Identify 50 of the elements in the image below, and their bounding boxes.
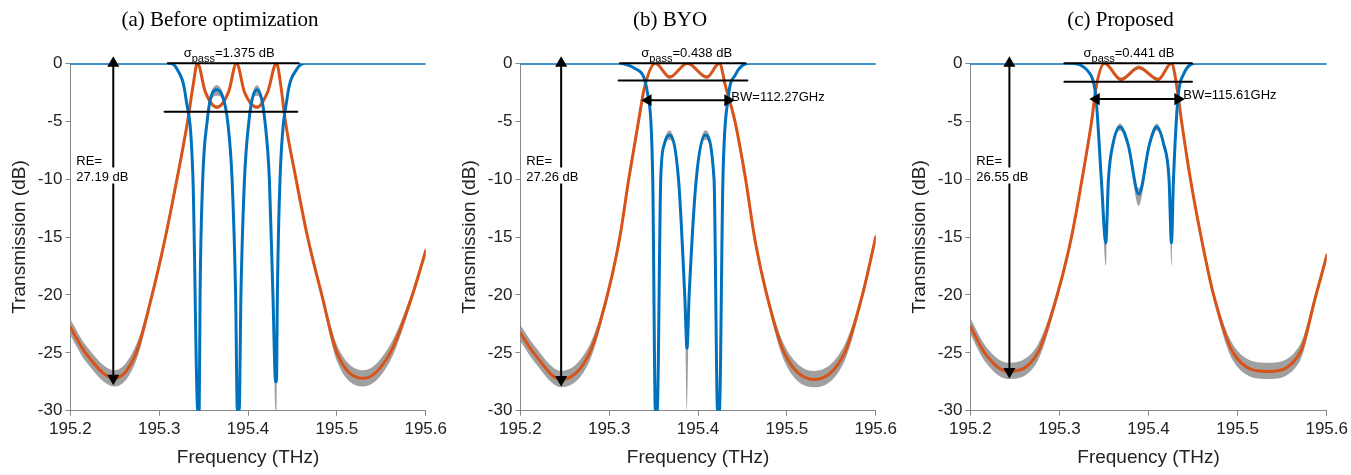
x-tick-label: 195.4: [226, 418, 270, 438]
x-tick-label: 195.6: [854, 418, 897, 438]
y-tick-label: -30: [37, 400, 63, 420]
x-tick-label: 195.2: [949, 418, 992, 438]
x-tick-label: 195.5: [1216, 418, 1259, 438]
y-tick-label: 0: [952, 52, 963, 72]
chart-title: (a) Before optimization: [121, 7, 320, 32]
x-tick-label: 195.3: [1038, 418, 1081, 438]
y-tick-label: -20: [487, 284, 513, 304]
x-tick-label: 195.2: [49, 418, 92, 438]
annotation: RE= 27.26 dB: [526, 152, 579, 184]
y-tick-label: -15: [937, 226, 963, 246]
y-tick-label: 0: [52, 52, 63, 72]
y-tick-label: -30: [487, 400, 513, 420]
y-tick-label: -20: [937, 284, 963, 304]
y-tick-label: -25: [37, 342, 63, 362]
y-tick-label: -15: [487, 226, 513, 246]
x-tick-label: 195.6: [404, 418, 447, 438]
x-axis-title: Frequency (THz): [176, 445, 320, 467]
y-tick-label: -10: [37, 168, 63, 188]
y-tick-label: 0: [502, 52, 513, 72]
y-tick-label: -20: [37, 284, 63, 304]
x-tick-label: 195.4: [676, 418, 720, 438]
annotation: BW=115.61GHz: [1183, 86, 1277, 102]
y-axis-title: Transmission (dB): [457, 160, 479, 314]
chart-title: (b) BYO: [632, 7, 708, 32]
y-axis-title: Transmission (dB): [907, 160, 929, 314]
x-tick-label: 195.5: [315, 418, 359, 438]
x-tick-label: 195.5: [765, 418, 809, 438]
y-tick-label: -10: [487, 168, 513, 188]
chart-title: (c) Proposed: [1067, 7, 1175, 32]
x-tick-label: 195.4: [1127, 418, 1170, 438]
x-tick-label: 195.6: [1305, 418, 1348, 438]
x-axis-title: Frequency (THz): [626, 445, 770, 467]
y-tick-label: -30: [937, 400, 963, 420]
y-tick-label: -25: [937, 342, 963, 362]
y-tick-label: -15: [37, 226, 63, 246]
y-tick-label: -5: [497, 110, 513, 130]
y-tick-label: -5: [47, 110, 63, 130]
y-tick-label: -5: [947, 110, 963, 130]
x-axis-title: Frequency (THz): [1077, 445, 1220, 467]
y-tick-label: -25: [487, 342, 513, 362]
x-tick-label: 195.3: [137, 418, 181, 438]
x-tick-label: 195.2: [499, 418, 542, 438]
y-tick-label: -10: [937, 168, 963, 188]
x-tick-label: 195.3: [587, 418, 631, 438]
annotation: RE= 26.55 dB: [976, 152, 1029, 184]
annotation: RE= 27.19 dB: [76, 152, 129, 184]
annotation: BW=112.27GHz: [731, 89, 825, 105]
y-axis-title: Transmission (dB): [7, 160, 29, 314]
